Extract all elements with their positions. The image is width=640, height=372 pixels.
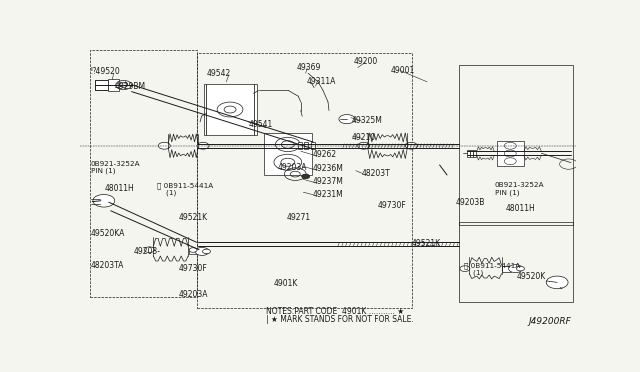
Circle shape: [195, 247, 209, 256]
Text: 49237M: 49237M: [313, 177, 344, 186]
Text: 49730F: 49730F: [178, 264, 207, 273]
Text: J49200RF: J49200RF: [528, 317, 571, 326]
Text: ⁉49520: ⁉49520: [91, 67, 121, 76]
Bar: [310, 142, 315, 149]
Bar: [502, 266, 511, 272]
Text: 49369: 49369: [296, 63, 321, 72]
Circle shape: [460, 266, 470, 272]
Text: 48011H: 48011H: [105, 184, 134, 193]
Circle shape: [145, 247, 154, 253]
Bar: [467, 150, 470, 157]
Text: 48203T: 48203T: [361, 169, 390, 178]
Text: 49203A: 49203A: [178, 290, 208, 299]
Bar: [253, 84, 257, 135]
Text: 0B921-3252A: 0B921-3252A: [91, 160, 141, 167]
Text: (1): (1): [464, 269, 483, 276]
Text: 49236M: 49236M: [313, 164, 344, 173]
Text: 49203A: 49203A: [277, 163, 307, 172]
Circle shape: [509, 264, 522, 273]
Circle shape: [189, 248, 197, 252]
Circle shape: [339, 115, 355, 124]
Text: 49311A: 49311A: [306, 77, 335, 86]
Text: PIN (1): PIN (1): [495, 189, 519, 196]
Bar: [298, 142, 302, 149]
Text: 49271: 49271: [286, 212, 310, 222]
Text: 49521K: 49521K: [412, 239, 440, 248]
Bar: [470, 150, 474, 157]
Text: 49001: 49001: [391, 66, 415, 75]
Text: ⓝ 0B911-5441A: ⓝ 0B911-5441A: [464, 263, 520, 269]
Text: 49521K: 49521K: [178, 214, 207, 222]
Circle shape: [516, 266, 524, 271]
Bar: [95, 80, 108, 90]
Text: 49262: 49262: [313, 150, 337, 159]
Text: 49200: 49200: [354, 57, 378, 66]
Text: 49231M: 49231M: [313, 190, 344, 199]
Bar: [90, 50, 196, 297]
Bar: [497, 141, 524, 166]
Bar: [189, 248, 198, 254]
Circle shape: [202, 249, 211, 254]
Text: 49542: 49542: [207, 69, 231, 78]
Bar: [196, 53, 412, 308]
Text: 4929BM: 4929BM: [115, 82, 146, 91]
Text: NOTES:PART CODE  4901K ........... ★: NOTES:PART CODE 4901K ........... ★: [266, 307, 404, 316]
Bar: [204, 84, 207, 135]
Text: 0B921-3252A: 0B921-3252A: [495, 182, 544, 188]
Circle shape: [197, 142, 209, 149]
Circle shape: [547, 276, 568, 289]
Bar: [108, 79, 118, 91]
Bar: [95, 80, 108, 90]
Text: 49520KA: 49520KA: [91, 229, 125, 238]
Text: | ★ MARK STANDS FOR NOT FOR SALE.: | ★ MARK STANDS FOR NOT FOR SALE.: [266, 315, 413, 324]
Circle shape: [301, 174, 310, 179]
Text: 49203-: 49203-: [134, 247, 161, 256]
Text: 4901K: 4901K: [273, 279, 298, 288]
Circle shape: [158, 142, 170, 149]
Text: 49325M: 49325M: [352, 116, 383, 125]
Circle shape: [224, 106, 236, 113]
Text: 49730F: 49730F: [378, 201, 406, 209]
Text: 48203TA: 48203TA: [91, 261, 124, 270]
Bar: [207, 84, 253, 135]
Bar: [460, 65, 573, 225]
Circle shape: [93, 195, 115, 207]
Bar: [474, 150, 476, 157]
Text: (1): (1): [157, 190, 176, 196]
Circle shape: [405, 142, 417, 149]
Text: 49541: 49541: [249, 121, 273, 129]
Text: ⓝ 0B911-5441A: ⓝ 0B911-5441A: [157, 183, 213, 189]
Circle shape: [358, 142, 370, 149]
Text: PIN (1): PIN (1): [91, 168, 115, 174]
Bar: [460, 222, 573, 302]
Text: 49520K: 49520K: [516, 272, 546, 281]
Text: 48011H: 48011H: [506, 204, 535, 213]
Text: 49203B: 49203B: [456, 198, 485, 207]
Bar: [304, 142, 308, 149]
Text: 49210: 49210: [352, 133, 376, 142]
Bar: [264, 132, 312, 175]
